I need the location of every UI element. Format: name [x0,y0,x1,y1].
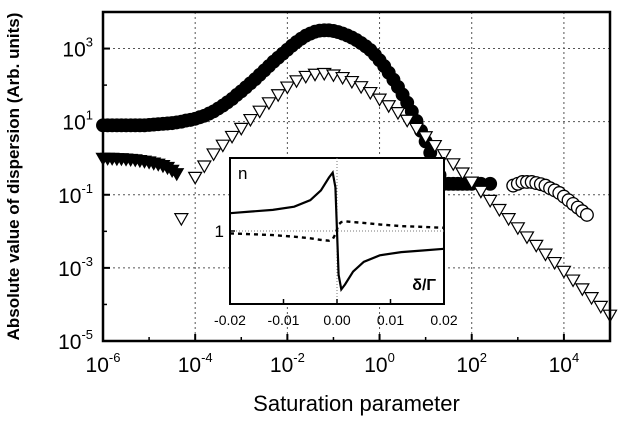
x-axis-label: Saturation parameter [253,391,460,416]
tick-exponent: -5 [81,327,93,342]
tick-exponent: 4 [572,350,579,365]
tick-base: 10 [62,112,85,135]
tick-base: 10 [364,354,387,377]
series-filled-triangle-down [95,152,185,182]
tick-base: 10 [456,354,479,377]
inset-y-tick-label: 1 [215,222,224,241]
inset-y-label: n [238,164,247,183]
data-point [408,122,424,136]
data-point [362,86,378,101]
inset-x-tick-label: 0.00 [323,312,350,328]
data-point [381,100,397,114]
data-point [464,176,480,190]
data-point [169,168,185,182]
x-tick-label: 10-2 [270,350,305,377]
data-point [519,231,535,245]
y-tick-label: 103 [62,35,93,62]
data-point [261,97,277,111]
y-tick-label: 10-1 [58,181,93,208]
data-point [584,292,600,306]
inset-x-label: δ/Γ [412,277,436,294]
y-tick-label: 10-5 [58,327,93,354]
tick-base: 10 [178,354,201,377]
data-point [215,139,231,153]
data-point [510,222,526,236]
series-open-circle [506,175,594,222]
x-tick-label: 100 [364,350,395,377]
inset-x-tick-label: -0.02 [214,312,246,328]
tick-exponent: 1 [86,108,93,123]
data-point [298,70,314,85]
tick-exponent: 2 [480,350,487,365]
tick-exponent: -4 [201,350,213,365]
inset-x-tick-label: 0.02 [430,312,457,328]
data-point [593,300,609,314]
data-point [427,139,443,154]
tick-base: 10 [270,354,293,377]
y-tick-label: 10-3 [58,254,93,281]
data-point [173,213,189,227]
x-tick-label: 104 [549,350,580,377]
plot-frame [101,10,612,343]
data-point [399,114,415,128]
data-point [390,107,406,121]
y-axis-label: Absolute value of dispersion (Arb. units… [4,13,23,341]
x-tick-label: 10-6 [86,350,121,377]
data-point [501,213,517,227]
inset-chart: -0.02 -0.01 0.00 0.01 0.02 1 n δ/Γ [214,157,458,328]
tick-base: 10 [549,354,572,377]
data-point [252,105,268,119]
data-point [445,158,461,172]
data-point [436,149,452,163]
series-open-triangle-down [173,67,618,323]
x-tick-label: 10-4 [178,350,213,377]
tick-exponent: -6 [109,350,121,365]
tick-base: 10 [58,331,81,354]
tick-base: 10 [58,258,81,281]
inset-curve-dashed [229,220,445,242]
data-point [307,68,323,82]
data-point [242,113,258,128]
data-point [537,248,554,262]
data-point [196,160,212,174]
data-point [565,274,581,288]
x-tick-label: 102 [456,350,487,377]
data-point [279,81,295,95]
tick-exponent: -1 [81,181,93,196]
data-point [270,89,286,103]
tick-base: 10 [86,354,109,377]
data-point [288,75,305,89]
tick-base: 10 [58,185,81,208]
y-tick-label: 101 [62,108,93,135]
tick-base: 10 [62,39,85,62]
data-point [528,239,544,253]
inset-x-tick-label: -0.01 [268,312,300,328]
data-point [491,203,507,218]
tick-exponent: 3 [86,35,93,50]
data-point [418,131,434,145]
tick-exponent: -2 [293,350,305,365]
inset-x-tick-label: 0.01 [377,312,404,328]
tick-exponent: 0 [388,350,395,365]
data-point [454,167,471,181]
data-point [482,194,498,208]
data-point [579,207,594,222]
data-point [372,93,388,107]
data-series [95,23,618,323]
data-point [556,265,572,279]
data-point [473,185,489,199]
data-point [224,130,240,145]
data-point [187,171,203,185]
data-point [206,148,222,162]
tick-exponent: -3 [81,254,93,269]
data-point [547,256,563,271]
data-point [574,283,590,297]
data-point [233,122,249,136]
